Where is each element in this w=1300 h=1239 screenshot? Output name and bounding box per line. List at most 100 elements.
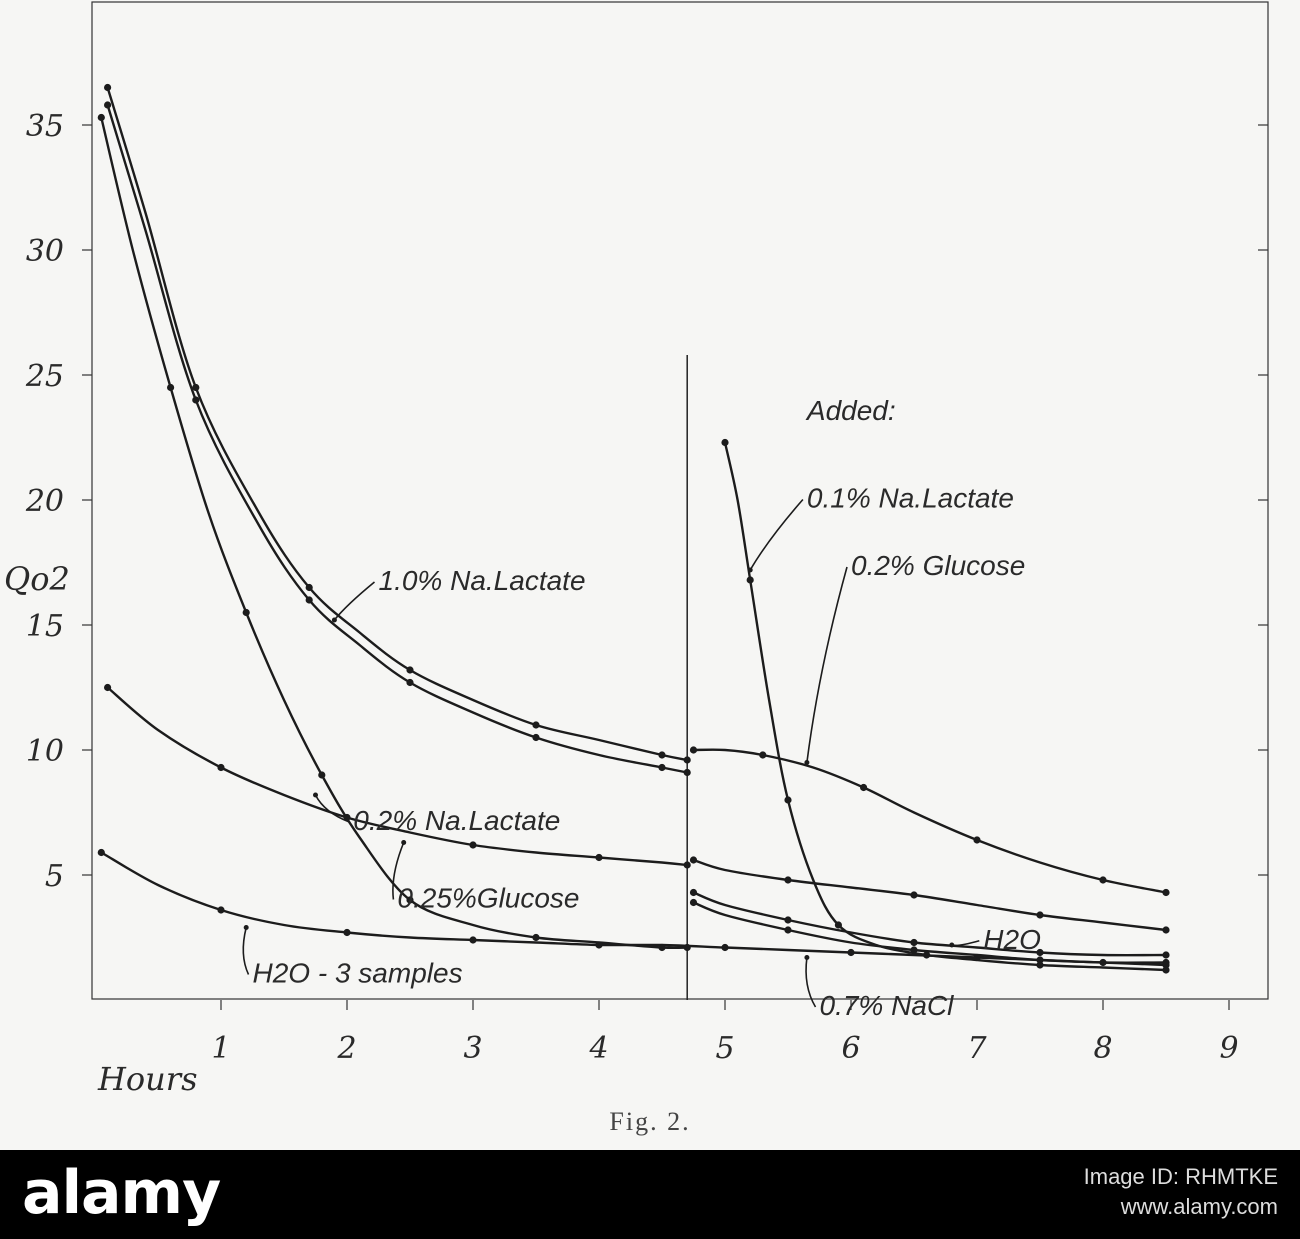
data-point-glucose-02 [973, 836, 981, 844]
data-point-glucose-02 [1162, 888, 1170, 897]
data-point-lactate-1b [305, 596, 313, 604]
series-line-glucose-02 [692, 748, 1168, 894]
data-point-post-water [1162, 951, 1170, 959]
data-point-lactate-1 [104, 83, 112, 92]
annotation-arrow-post-water [951, 939, 980, 947]
series-line-post-upper [692, 858, 1168, 932]
x-tick-label: 9 [1219, 1031, 1238, 1066]
data-point-post-upper [784, 876, 792, 884]
x-tick-label: 7 [967, 1031, 987, 1066]
data-point-glucose-025 [469, 841, 477, 849]
y-tick-label: 20 [25, 484, 64, 519]
data-point-glucose-025 [683, 861, 691, 869]
chart-svg: 1 2 3 4 5 6 7 8 9 5 10 15 20 25 30 35 Added: 0.1% Na.Lac… [4, 1, 1269, 1136]
data-point-lactate-1b [532, 733, 540, 742]
y-tick-label: 35 [26, 109, 64, 144]
watermark-logo: alamy [22, 1158, 221, 1228]
data-point-lactate-1 [305, 583, 313, 592]
data-point-lactate-02 [658, 943, 666, 952]
data-point-lactate-1 [658, 751, 666, 759]
y-tick-label: 10 [26, 734, 64, 769]
data-point-glucose-02 [689, 746, 698, 754]
x-tick-label: 4 [588, 1031, 608, 1066]
data-point-lactate-02 [406, 896, 414, 904]
annotation-water-3: H2O - 3 samples [253, 958, 463, 989]
annotation-arrow-head [243, 925, 249, 930]
annotation-lactate-02: 0.2% Na.Lactate [353, 805, 560, 836]
watermark-url: www.alamy.com [1120, 1194, 1278, 1219]
data-point-lactate-02 [167, 383, 175, 392]
plot-frame [91, 1, 1269, 1000]
series-line-lactate-02 [100, 116, 689, 950]
annotation-arrow-head [747, 567, 753, 573]
data-point-lactate-02 [683, 943, 691, 952]
chart-figure: 1 2 3 4 5 6 7 8 9 5 10 15 20 25 30 35 Added: 0.1% Na.Lac… [0, 0, 1300, 1150]
watermark-meta: Image ID: RHMTKE www.alamy.com [638, 1162, 1278, 1222]
data-point-post-water [1036, 948, 1044, 957]
data-point-glucose-025 [217, 763, 225, 772]
series-line-lactate-01 [723, 441, 1168, 972]
data-point-water-3 [721, 943, 729, 952]
annotation-arrow-head [331, 617, 337, 623]
data-point-water-3 [847, 948, 855, 957]
data-point-water-3 [595, 941, 603, 949]
data-point-lactate-01 [746, 576, 754, 584]
annotation-post-nacl: 0.7% NaCl [820, 990, 955, 1021]
annotation-arrow-head [804, 955, 810, 960]
data-point-glucose-02 [759, 751, 767, 759]
watermark-bar: alamy Image ID: RHMTKE www.alamy.com [0, 1150, 1300, 1239]
x-tick-label: 8 [1093, 1031, 1112, 1066]
data-point-post-water [784, 916, 792, 924]
data-point-glucose-025 [595, 853, 603, 862]
data-point-lactate-01 [784, 796, 792, 804]
data-point-lactate-1b [683, 768, 691, 777]
y-tick-label: 5 [45, 859, 64, 894]
data-point-water-3 [1099, 958, 1107, 967]
figure-caption: Fig. 2. [609, 1107, 690, 1136]
markers-group [97, 83, 1170, 974]
data-point-post-upper [689, 856, 698, 864]
data-point-glucose-025 [104, 683, 112, 692]
annotation-arrow-water-3 [242, 927, 250, 975]
data-point-lactate-1b [406, 678, 414, 687]
data-point-water-3 [973, 953, 981, 962]
data-point-lactate-1 [683, 756, 691, 764]
annotation-lactate-01: 0.1% Na.Lactate [807, 483, 1014, 514]
data-point-post-upper [910, 891, 918, 899]
data-point-lactate-1b [658, 763, 666, 772]
data-point-lactate-02 [242, 608, 250, 617]
data-point-post-nacl [689, 898, 698, 907]
annotation-glucose-025: 0.25%Glucose [397, 883, 579, 914]
data-point-lactate-1b [192, 396, 200, 404]
series-line-lactate-1 [106, 86, 689, 762]
data-point-lactate-02 [318, 771, 326, 779]
data-point-lactate-02 [532, 933, 540, 942]
annotation-arrow-glucose-025 [392, 842, 405, 900]
data-point-lactate-1 [406, 666, 414, 674]
data-point-post-nacl [1036, 956, 1044, 964]
annotation-post-water: H2O [983, 924, 1041, 955]
series-group [100, 86, 1168, 972]
annotation-arrow-lactate-01 [749, 498, 804, 571]
data-point-post-nacl [910, 946, 918, 954]
x-tick-label: 2 [336, 1031, 356, 1066]
axis-ticks: 1 2 3 4 5 6 7 8 9 5 10 15 20 25 30 35 [25, 109, 1268, 1066]
annotation-arrow-glucose-02 [806, 566, 848, 763]
data-point-post-nacl [1162, 961, 1170, 969]
annotation-arrow-head [401, 840, 407, 845]
data-point-water-3 [469, 936, 477, 944]
series-line-glucose-025 [106, 686, 689, 867]
data-point-glucose-02 [860, 783, 868, 792]
data-point-post-nacl [784, 926, 792, 934]
data-point-post-upper [1162, 926, 1170, 934]
data-point-post-water [910, 938, 918, 947]
data-point-lactate-1 [192, 383, 200, 392]
data-point-lactate-01 [834, 921, 843, 929]
annotation-arrow-lactate-02 [314, 794, 350, 823]
series-line-lactate-1b [106, 103, 689, 774]
data-point-glucose-02 [1099, 876, 1107, 884]
x-tick-label: 6 [841, 1031, 860, 1066]
annotation-arrow-post-nacl [805, 957, 817, 1008]
data-point-lactate-1b [104, 101, 112, 109]
annotation-arrow-lactate-1 [333, 581, 376, 621]
